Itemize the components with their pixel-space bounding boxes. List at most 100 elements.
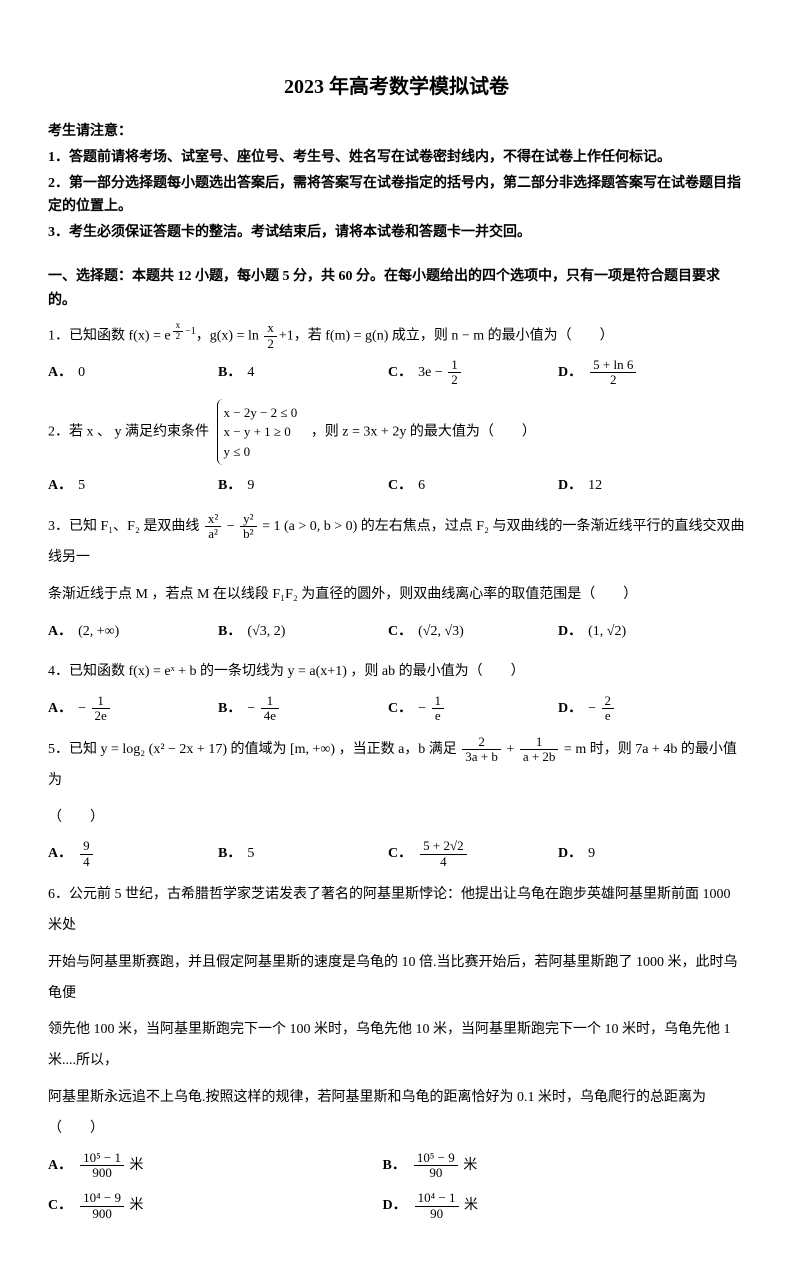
q5-f2-den: a + 2b [520, 750, 559, 764]
q1-c-den: 2 [448, 373, 461, 387]
q6-a-den: 900 [80, 1166, 124, 1180]
question-4: 4．已知函数 f(x) = eˣ + b 的一条切线为 y = a(x+1) ，… [48, 657, 745, 725]
q3-t1-num: x² [205, 512, 221, 527]
q2-opt-c: C．6 [388, 471, 548, 502]
q6-p3: 领先他 100 米，当阿基里斯跑完下一个 100 米时，乌龟先他 10 米，当阿… [48, 1015, 745, 1077]
q5-f1-den: 3a + b [462, 750, 501, 764]
q5-opt-d: D．9 [558, 839, 718, 870]
q3-t1-den: a² [205, 527, 221, 541]
q6-p2: 开始与阿基里斯赛跑，并且假定阿基里斯的速度是乌龟的 10 倍.当比赛开始后，若阿… [48, 948, 745, 1010]
q6-p4: 阿基里斯永远追不上乌龟.按照这样的规律，若阿基里斯和乌龟的距离恰好为 0.1 米… [48, 1083, 745, 1145]
q6-c-den: 900 [80, 1207, 124, 1221]
section-1-heading: 一、选择题：本题共 12 小题，每小题 5 分，共 60 分。在每小题给出的四个… [48, 265, 745, 313]
q6-b-den: 90 [414, 1166, 458, 1180]
q4-a-pre: − [78, 701, 86, 716]
q6-a-unit: 米 [130, 1158, 144, 1173]
q1-opt-a: A．0 [48, 358, 208, 389]
q2-b-val: 9 [247, 478, 254, 493]
q3-opt-b: B．(√3, 2) [218, 617, 378, 648]
q1-opt-b: B．4 [218, 358, 378, 389]
q2-opt-a: A．5 [48, 471, 208, 502]
notice-item-3: 3．考生必须保证答题卡的整洁。考试结束后，请将本试卷和答题卡一并交回。 [48, 221, 745, 245]
q1-text-3: +1，若 f(m) = g(n) 成立，则 n − m 的最小值为（ ） [279, 328, 614, 343]
q1-opt-d: D．5 + ln 62 [558, 358, 718, 389]
q3-opt-c: C．(√2, √3) [388, 617, 548, 648]
q6-a-num: 10⁵ − 1 [80, 1151, 124, 1166]
q1-text-1: 1．已知函数 f(x) = e [48, 328, 171, 343]
notice-item-2: 2．第一部分选择题每小题选出答案后，需将答案写在试卷指定的括号内，第二部分非选择… [48, 172, 745, 220]
q4-c-den: e [432, 709, 445, 723]
q1-exp-den: 2 [173, 332, 184, 342]
q6-d-num: 10⁴ − 1 [415, 1191, 459, 1206]
q3-opt-a: A．(2, +∞) [48, 617, 208, 648]
q6-c-unit: 米 [130, 1198, 144, 1213]
q2-text-2: ，则 z = 3x + 2y 的最大值为（ ） [311, 424, 536, 439]
q1-opt-c: C．3e − 12 [388, 358, 548, 389]
q4-opt-c: C．− 1e [388, 694, 548, 725]
q4-opt-d: D．− 2e [558, 694, 718, 725]
notice-heading: 考生请注意： [48, 120, 745, 144]
q1-text-2: ，g(x) = ln [196, 328, 259, 343]
q5-plus: + [503, 742, 518, 757]
q4-a-num: 1 [92, 694, 110, 709]
q3-stem-line2: 条渐近线于点 M ，若点 M 在以线段 F₁F₂ 为直径的圆外，则双曲线离心率的… [48, 580, 745, 611]
q2-constraints: x − 2y − 2 ≤ 0 x − y + 1 ≥ 0 y ≤ 0 [217, 399, 304, 466]
q5-stem: 5．已知 y = log₂ (x² − 2x + 17) 的值域为 [m, +∞… [48, 735, 745, 797]
q3-d-val: (1, √2) [588, 624, 626, 639]
q2-opt-d: D．12 [558, 471, 718, 502]
q6-opt-b: B．10⁵ − 990 米 [383, 1151, 718, 1182]
q1-d-den: 2 [590, 373, 636, 387]
q6-opt-c: C．10⁴ − 9900 米 [48, 1191, 383, 1222]
q3-a-val: (2, +∞) [78, 624, 119, 639]
q1-d-num: 5 + ln 6 [590, 358, 636, 373]
question-5: 5．已知 y = log₂ (x² − 2x + 17) 的值域为 [m, +∞… [48, 735, 745, 870]
q5-opt-b: B．5 [218, 839, 378, 870]
q4-d-num: 2 [602, 694, 615, 709]
q4-opt-a: A．− 12e [48, 694, 208, 725]
q6-c-num: 10⁴ − 9 [80, 1191, 124, 1206]
question-2: 2．若 x 、 y 满足约束条件 x − 2y − 2 ≤ 0 x − y + … [48, 399, 745, 502]
q5-options: A．94 B．5 C．5 + 2√24 D．9 [48, 839, 745, 870]
q1-a-val: 0 [78, 365, 85, 380]
q6-b-num: 10⁵ − 9 [414, 1151, 458, 1166]
q2-text-1: 2．若 x 、 y 满足约束条件 [48, 424, 209, 439]
q3-opt-d: D．(1, √2) [558, 617, 718, 648]
q5-c-den: 4 [420, 855, 466, 869]
question-6: 6．公元前 5 世纪，古希腊哲学家芝诺发表了著名的阿基里斯悖论：他提出让乌龟在跑… [48, 880, 745, 1232]
q2-options: A．5 B．9 C．6 D．12 [48, 471, 745, 502]
question-1: 1．已知函数 f(x) = ex2−1，g(x) = ln x2+1，若 f(m… [48, 321, 745, 389]
q3-t2-den: b² [240, 527, 256, 541]
q5-f1-num: 2 [462, 735, 501, 750]
q4-c-pre: − [418, 701, 426, 716]
q3-t2-num: y² [240, 512, 256, 527]
q3-stem: 3．已知 F₁、F₂ 是双曲线 x²a² − y²b² = 1 (a > 0, … [48, 512, 745, 574]
q1-c-num: 1 [448, 358, 461, 373]
q5-f2-num: 1 [520, 735, 559, 750]
q5-b-val: 5 [247, 846, 254, 861]
page-title: 2023 年高考数学模拟试卷 [48, 70, 745, 104]
q5-a-den: 4 [80, 855, 93, 869]
q4-d-den: e [602, 709, 615, 723]
q6-opt-d: D．10⁴ − 190 米 [383, 1191, 718, 1222]
q6-d-unit: 米 [464, 1198, 478, 1213]
q5-opt-c: C．5 + 2√24 [388, 839, 548, 870]
q1-g-den: 2 [264, 337, 277, 351]
q4-b-den: 4e [261, 709, 279, 723]
q6-p1: 6．公元前 5 世纪，古希腊哲学家芝诺发表了著名的阿基里斯悖论：他提出让乌龟在跑… [48, 880, 745, 942]
q3-text-1: 3．已知 F₁、F₂ 是双曲线 [48, 519, 203, 534]
q5-d-val: 9 [588, 846, 595, 861]
q1-g-num: x [264, 321, 277, 336]
q4-b-num: 1 [261, 694, 279, 709]
q3-options: A．(2, +∞) B．(√3, 2) C．(√2, √3) D．(1, √2) [48, 617, 745, 648]
q5-text-1: 5．已知 y = log₂ (x² − 2x + 17) 的值域为 [m, +∞… [48, 742, 460, 757]
q5-a-num: 9 [80, 839, 93, 854]
q6-b-unit: 米 [463, 1158, 477, 1173]
q5-stem-line2: （ ） [48, 803, 745, 834]
q1-c-pre: 3e − [418, 365, 443, 380]
q3-b-val: (√3, 2) [247, 624, 285, 639]
question-3: 3．已知 F₁、F₂ 是双曲线 x²a² − y²b² = 1 (a > 0, … [48, 512, 745, 647]
q5-c-num: 5 + 2√2 [420, 839, 466, 854]
q4-stem: 4．已知函数 f(x) = eˣ + b 的一条切线为 y = a(x+1) ，… [48, 657, 745, 688]
q2-opt-b: B．9 [218, 471, 378, 502]
q6-options: A．10⁵ − 1900 米 B．10⁵ − 990 米 C．10⁴ − 990… [48, 1151, 745, 1233]
